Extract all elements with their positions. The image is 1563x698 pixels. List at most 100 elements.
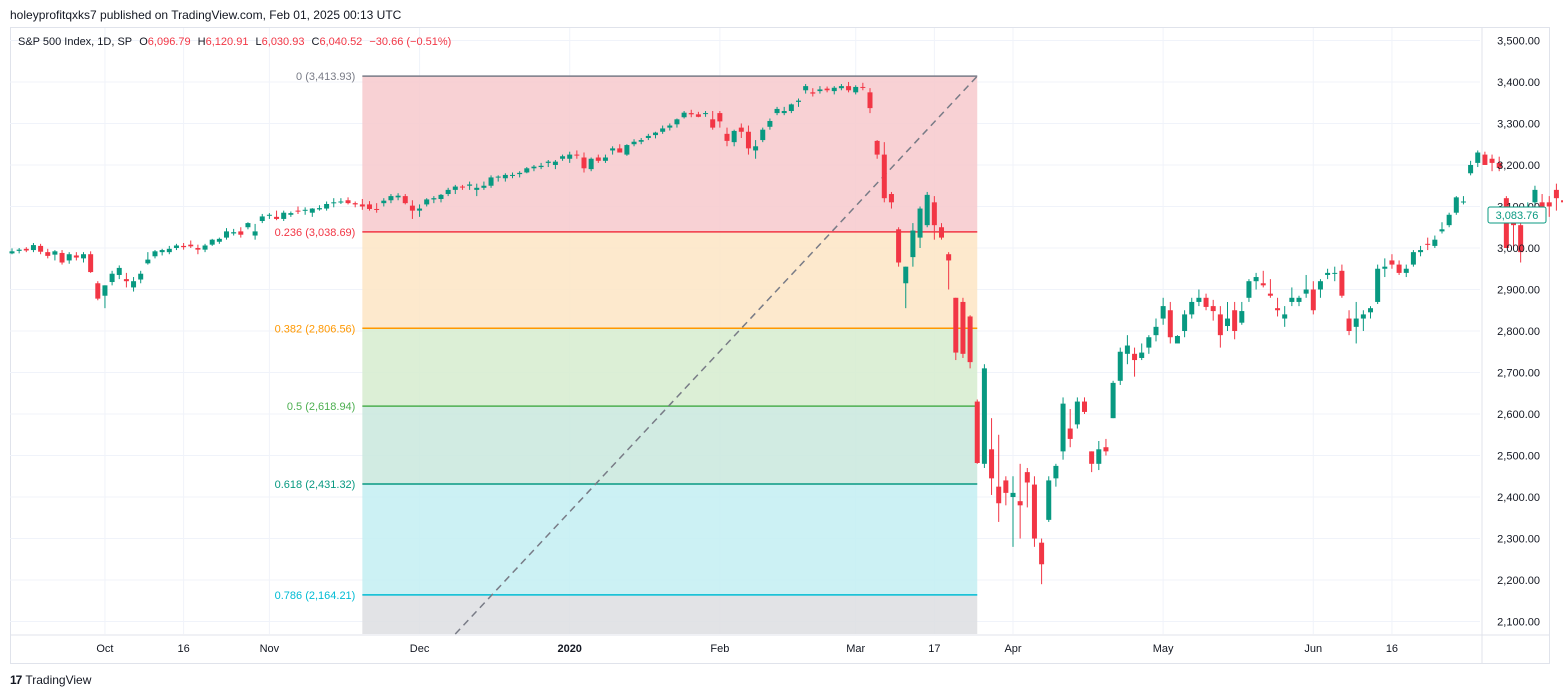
candle-body	[524, 168, 530, 173]
fib-zone	[362, 484, 978, 595]
candle-body	[123, 279, 129, 282]
price-tick-label: 3,500.00	[1497, 35, 1540, 47]
candle-body	[95, 283, 101, 299]
candle-body	[66, 254, 72, 261]
candle-body	[395, 195, 401, 198]
candle-body	[345, 200, 351, 204]
candle-body	[767, 120, 773, 127]
candle-body	[1167, 310, 1173, 338]
candle	[417, 204, 423, 217]
candle	[774, 106, 780, 116]
candle-body	[788, 104, 794, 112]
price-axis[interactable]: 2,100.00 2,200.00 2,300.00 2,400.00 2,500.00…	[1481, 28, 1540, 664]
candle-body	[1418, 250, 1424, 253]
candle	[560, 154, 566, 161]
open-value: 6,096.79	[147, 36, 191, 48]
candle	[438, 194, 444, 203]
candle	[467, 181, 473, 190]
candle	[1553, 183, 1559, 211]
trendline[interactable]	[454, 75, 978, 635]
fibonacci-retracement[interactable]: 0 (3,413.93) 0.236 (3,038.69) 0.382 (2,806…	[275, 71, 978, 634]
candle	[331, 198, 337, 208]
candle-body	[946, 254, 952, 261]
candle-body	[896, 229, 902, 263]
candle	[216, 237, 222, 244]
candle	[888, 191, 894, 209]
candle	[903, 266, 909, 309]
symbol-legend[interactable]: S&P 500 Index, 1D, SP O6,096.79 H6,120.9…	[18, 36, 451, 48]
candle-body	[838, 86, 844, 89]
candle-body	[316, 208, 322, 210]
candle-body	[760, 129, 766, 141]
price-tick-label: 2,500.00	[1497, 451, 1540, 463]
candle-body	[1425, 243, 1431, 245]
candle-body	[1403, 268, 1409, 273]
candle-body	[202, 245, 208, 250]
fib-zone	[362, 406, 978, 485]
fib-level-label: 0.618 (2,431.32)	[275, 479, 356, 491]
candle-body	[1332, 272, 1338, 274]
candle	[1146, 335, 1152, 354]
candle	[567, 151, 573, 163]
candle-body	[1082, 401, 1087, 412]
candle-body	[1225, 318, 1230, 327]
candle	[946, 252, 952, 290]
candle	[796, 98, 801, 107]
price-tick-label: 3,200.00	[1497, 160, 1540, 172]
candle-body	[853, 86, 859, 93]
candle	[1360, 310, 1366, 331]
candle-body	[452, 186, 458, 190]
candle-body	[438, 194, 444, 200]
candle	[931, 196, 937, 240]
footer-brand[interactable]: 17 TradingView	[10, 673, 91, 687]
candle-body	[1189, 301, 1195, 315]
candle-body	[238, 231, 244, 235]
candle-body	[653, 132, 658, 136]
candle-body	[166, 248, 172, 253]
candle	[388, 194, 394, 204]
candle	[202, 243, 208, 253]
candle-body	[1060, 403, 1066, 452]
time-tick-label: 17	[928, 643, 940, 655]
candle-body	[1439, 229, 1445, 232]
candle-body	[445, 189, 451, 195]
candle	[1375, 264, 1381, 305]
candle	[924, 191, 930, 228]
candle-body	[817, 89, 823, 92]
candle-body	[1446, 214, 1452, 226]
candle	[38, 243, 44, 255]
fib-zone	[362, 231, 978, 329]
candle	[1124, 335, 1130, 365]
candle-body	[138, 273, 144, 280]
candle	[1446, 212, 1452, 228]
candle-body	[1110, 382, 1116, 419]
chart-frame[interactable]	[10, 27, 1550, 664]
candle-body	[1460, 201, 1466, 203]
candle	[981, 364, 987, 468]
fib-level-label: 0 (3,413.93)	[296, 71, 355, 83]
candle	[302, 207, 308, 215]
last-price-label: 3,083.76	[1496, 210, 1539, 222]
time-axis[interactable]: Oct 16 Nov Dec 2020 Feb Mar 17 Apr May Jun 16	[10, 634, 1550, 655]
candle-body	[1375, 268, 1381, 302]
candle	[245, 222, 251, 230]
candle-body	[981, 368, 987, 464]
candle	[102, 285, 108, 309]
candle	[224, 228, 229, 240]
candle	[488, 175, 494, 188]
candle	[660, 125, 666, 134]
candle-body	[1067, 428, 1073, 439]
candle	[316, 205, 322, 211]
candle-body	[173, 245, 179, 248]
candle	[431, 196, 437, 204]
candle	[631, 139, 637, 147]
candle	[73, 252, 79, 261]
candle	[381, 198, 387, 207]
candle-body	[1532, 189, 1538, 203]
candle	[1260, 270, 1266, 288]
candle	[1174, 335, 1180, 344]
candle	[588, 157, 594, 172]
candle-body	[996, 486, 1002, 504]
candle-body	[717, 113, 723, 122]
